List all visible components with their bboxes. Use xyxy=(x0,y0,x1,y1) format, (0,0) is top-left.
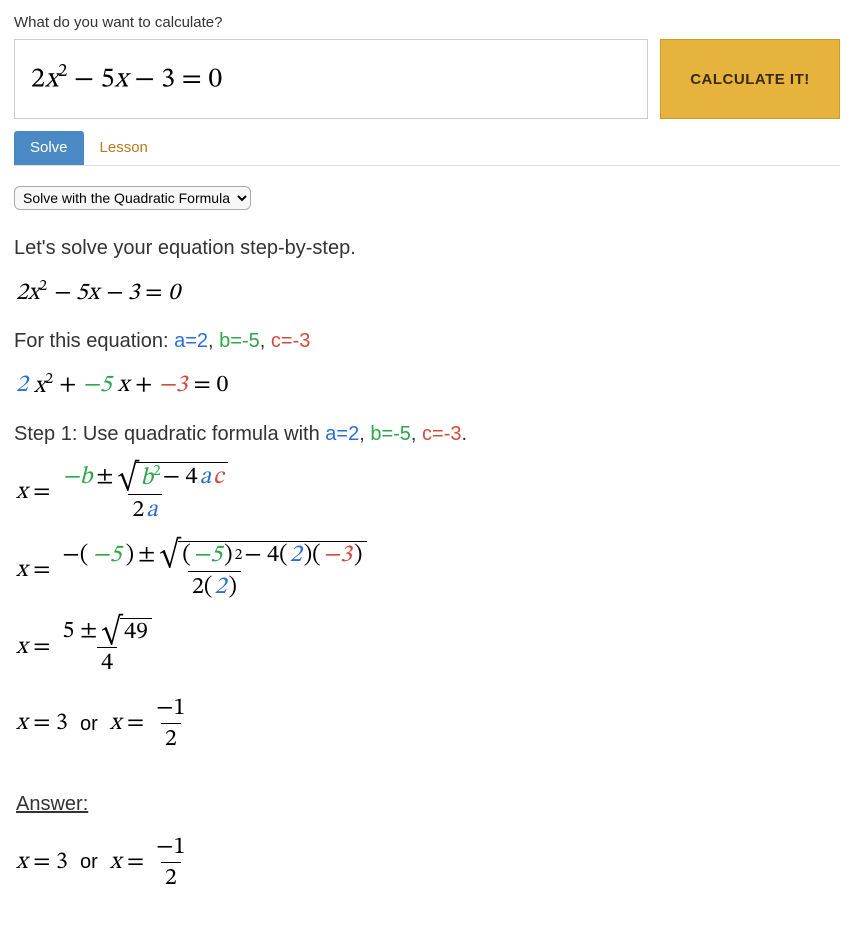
answer-line: x = 3 or x = −1 2 xyxy=(16,834,840,892)
step1-a: a=2 xyxy=(325,423,359,445)
expression-input[interactable]: 2x2 − 5x − 3 = 0 xyxy=(14,39,648,119)
intro-text: Let's solve your equation step-by-step. xyxy=(14,234,840,262)
roots-line: x = 3 or x = −1 2 xyxy=(16,695,840,753)
equation-original: 2x2 − 5x − 3 = 0 xyxy=(16,276,840,309)
step1-c: c=-3 xyxy=(422,423,461,445)
tabs: Solve Lesson xyxy=(14,131,840,166)
calculate-button[interactable]: CALCULATE IT! xyxy=(660,39,840,119)
method-select[interactable]: Solve with the Quadratic Formula xyxy=(14,186,251,210)
quadratic-simplified: x = 5 ± √49 4 xyxy=(16,618,840,677)
coeff-prefix: For this equation: xyxy=(14,330,174,352)
part-b: −5 xyxy=(82,370,111,401)
quadratic-formula: x = −b ± √ b2 − 4ac 2a xyxy=(16,462,840,523)
or-word-2: or xyxy=(80,849,98,875)
answer-heading: Answer: xyxy=(16,793,840,816)
tab-solve[interactable]: Solve xyxy=(14,131,84,165)
prompt-label: What do you want to calculate? xyxy=(14,14,840,31)
equation-colored: 2x2 + −5x + −3 = 0 xyxy=(16,369,840,402)
step1-line: Step 1: Use quadratic formula with a=2, … xyxy=(14,420,840,448)
part-c: −3 xyxy=(158,370,187,401)
tab-lesson[interactable]: Lesson xyxy=(84,131,164,165)
step1-prefix: Step 1: Use quadratic formula with xyxy=(14,423,325,445)
input-row: 2x2 − 5x − 3 = 0 CALCULATE IT! xyxy=(14,39,840,119)
coeff-a: a=2 xyxy=(174,330,208,352)
part-a: 2 xyxy=(16,370,28,401)
or-word: or xyxy=(80,711,98,737)
step1-b: b=-5 xyxy=(370,423,411,445)
quadratic-substituted: x = −(−5) ± √ (−5)2 − 4(2)(−3) 2(2) xyxy=(16,541,840,600)
coeff-b: b=-5 xyxy=(219,330,260,352)
coeff-c: c=-3 xyxy=(271,330,310,352)
coeff-line: For this equation: a=2, b=-5, c=-3 xyxy=(14,327,840,355)
expression-text: 2x2 − 5x − 3 = 0 xyxy=(31,62,222,97)
